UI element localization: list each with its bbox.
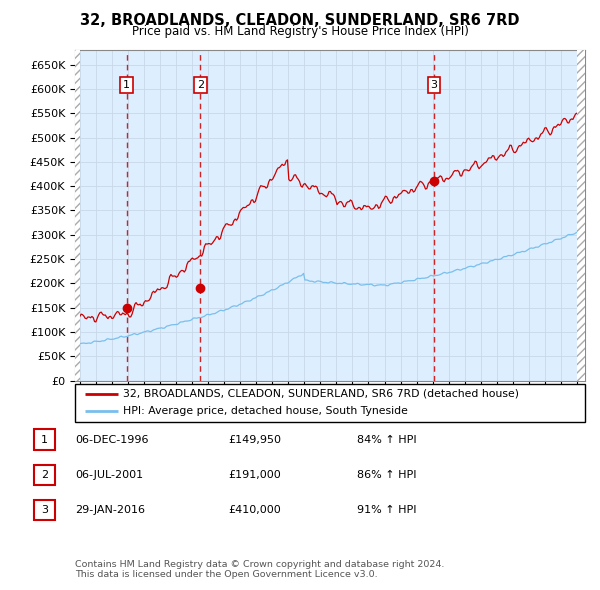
Text: 2: 2: [41, 470, 48, 480]
Text: 84% ↑ HPI: 84% ↑ HPI: [357, 435, 416, 444]
Text: Contains HM Land Registry data © Crown copyright and database right 2024.
This d: Contains HM Land Registry data © Crown c…: [75, 560, 445, 579]
Text: Price paid vs. HM Land Registry's House Price Index (HPI): Price paid vs. HM Land Registry's House …: [131, 25, 469, 38]
Text: 1: 1: [41, 435, 48, 444]
Text: 06-JUL-2001: 06-JUL-2001: [75, 470, 143, 480]
Text: 32, BROADLANDS, CLEADON, SUNDERLAND, SR6 7RD (detached house): 32, BROADLANDS, CLEADON, SUNDERLAND, SR6…: [124, 389, 520, 399]
Text: 3: 3: [41, 506, 48, 515]
Text: £410,000: £410,000: [228, 506, 281, 515]
Text: HPI: Average price, detached house, South Tyneside: HPI: Average price, detached house, Sout…: [124, 407, 409, 417]
Text: £149,950: £149,950: [228, 435, 281, 444]
Text: 2: 2: [197, 80, 204, 90]
Text: 32, BROADLANDS, CLEADON, SUNDERLAND, SR6 7RD: 32, BROADLANDS, CLEADON, SUNDERLAND, SR6…: [80, 13, 520, 28]
Text: 3: 3: [430, 80, 437, 90]
Text: 29-JAN-2016: 29-JAN-2016: [75, 506, 145, 515]
Text: 91% ↑ HPI: 91% ↑ HPI: [357, 506, 416, 515]
Text: 1: 1: [123, 80, 130, 90]
Text: 86% ↑ HPI: 86% ↑ HPI: [357, 470, 416, 480]
Text: £191,000: £191,000: [228, 470, 281, 480]
Text: 06-DEC-1996: 06-DEC-1996: [75, 435, 149, 444]
